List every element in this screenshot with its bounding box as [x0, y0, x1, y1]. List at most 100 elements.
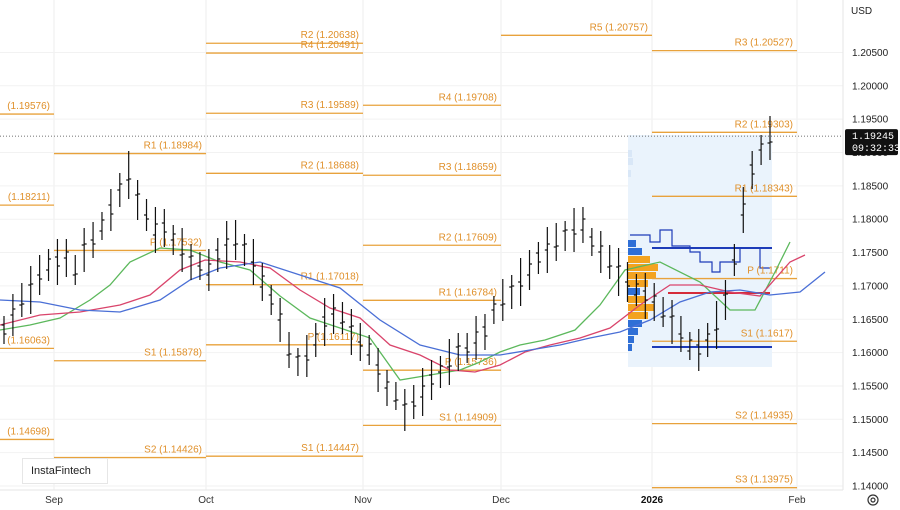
ohlc-bar	[286, 332, 292, 368]
y-tick-label: 1.14500	[852, 448, 889, 459]
ohlc-bar	[224, 221, 230, 269]
ma-green	[0, 241, 791, 381]
ohlc-bar	[553, 223, 559, 261]
axis-bg	[843, 0, 900, 510]
y-tick-label: 1.18000	[852, 215, 889, 226]
time-axis: Sep Oct Nov Dec 2026 Feb	[0, 489, 843, 506]
ohlc-bar	[188, 244, 194, 280]
pivot-label: R2 (1.18688)	[301, 160, 359, 171]
ohlc-bar	[250, 239, 256, 285]
ohlc-bar	[19, 283, 25, 317]
ohlc-bar	[509, 275, 515, 309]
y-tick-label: 1.15000	[852, 415, 889, 426]
ohlc-bar	[491, 296, 497, 324]
vp-bar	[628, 336, 634, 343]
ohlc-bar	[651, 283, 657, 321]
vp-bar	[628, 296, 646, 303]
ohlc-bar	[535, 242, 541, 274]
ohlc-bar	[152, 207, 158, 253]
current-price-tag	[845, 129, 898, 156]
pivot-label: P (1.1711)	[747, 266, 793, 277]
pivot-label: S2 (1.14935)	[735, 411, 793, 422]
ohlc-bar	[580, 207, 586, 243]
ohlc-bar	[633, 274, 639, 306]
ohlc-bar	[135, 180, 141, 220]
ohlc-bar	[767, 116, 773, 160]
pivot-label: P (1.17532)	[150, 237, 202, 248]
pivot-label: S1 (1.1617)	[741, 328, 793, 339]
vp-bar	[628, 328, 638, 335]
ohlc-bar	[500, 279, 506, 321]
y-tick-label: 1.18500	[852, 181, 889, 192]
ohlc-bar	[144, 199, 150, 231]
ohlc-bar	[544, 227, 550, 273]
ohlc-bar	[446, 339, 452, 385]
ohlc-bar	[624, 262, 630, 302]
ohlc-bar	[28, 266, 34, 314]
ohlc-bar	[90, 222, 96, 258]
pivot-label: (1.19576)	[7, 101, 50, 112]
pivot-label: R2 (1.17609)	[439, 232, 497, 243]
pivot-label: S1 (1.15878)	[144, 348, 202, 359]
ohlc-bar	[277, 298, 283, 342]
ohlc-bar	[687, 332, 693, 360]
vp-bar	[628, 248, 642, 255]
pivot-label: R5 (1.20757)	[590, 22, 648, 33]
ohlc-bar	[562, 221, 568, 251]
pivot-label: R1 (1.17018)	[301, 272, 359, 283]
gear-icon[interactable]	[866, 493, 880, 507]
ohlc-bar	[313, 323, 319, 357]
x-tick-label: Sep	[45, 495, 63, 506]
vp-bar	[628, 264, 658, 271]
pivot-label: R4 (1.20491)	[301, 40, 359, 51]
ohlc-bar	[37, 255, 43, 295]
ohlc-bar	[126, 151, 132, 199]
ohlc-bar	[63, 239, 69, 277]
pivot-levels: R2 (1.20638)R4 (1.20491) R5 (1.20757) R3 (…	[0, 22, 797, 489]
vp-bar	[628, 312, 648, 319]
x-tick-label: Dec	[492, 495, 510, 506]
ohlc-bar	[642, 273, 648, 319]
ohlc-bar	[375, 348, 381, 392]
vp-bar	[628, 344, 632, 351]
vp-box	[628, 135, 772, 367]
ohlc-bar	[108, 189, 114, 231]
ohlc-bar	[117, 173, 123, 207]
currency-selector[interactable]: USD	[843, 0, 900, 22]
vp-bar	[628, 320, 642, 327]
ohlc-bar	[464, 333, 470, 363]
pivot-label: R4 (1.19708)	[439, 92, 497, 103]
y-tick-label: 1.20500	[852, 48, 889, 59]
ohlc-bar	[598, 231, 604, 273]
ohlc-bar	[259, 263, 265, 301]
ohlc-bar	[696, 329, 702, 371]
ma-blue	[0, 261, 826, 356]
ohlc-bar	[206, 249, 212, 291]
ohlc-bar	[589, 228, 595, 256]
y-tick-label: 1.19500	[852, 115, 889, 126]
ohlc-bar	[518, 258, 524, 306]
pivot-label: S3 (1.13975)	[735, 475, 793, 486]
y-tick-label: 1.15500	[852, 381, 889, 392]
ohlc-bar	[72, 255, 78, 285]
ohlc-bar	[366, 335, 372, 365]
vp-bar	[628, 240, 636, 247]
ohlc-bar	[10, 294, 16, 336]
ohlc-bar	[571, 208, 577, 252]
x-tick-label: Feb	[788, 495, 806, 506]
pivot-label: S1 (1.14447)	[301, 443, 359, 454]
pivot-label: R1 (1.16784)	[439, 287, 497, 298]
ohlc-bar	[437, 356, 443, 388]
moving-averages	[0, 241, 826, 381]
vp-bar	[628, 272, 656, 279]
pivot-label: R3 (1.20527)	[735, 38, 793, 49]
pivot-label: (1.16063)	[7, 335, 50, 346]
ohlc-bar	[731, 244, 737, 276]
ohlc-bar	[295, 348, 301, 376]
ohlc-bar	[616, 248, 622, 296]
pivot-label: P (1.16117)	[308, 332, 359, 343]
current-price-time: 09:32:33	[852, 144, 900, 155]
